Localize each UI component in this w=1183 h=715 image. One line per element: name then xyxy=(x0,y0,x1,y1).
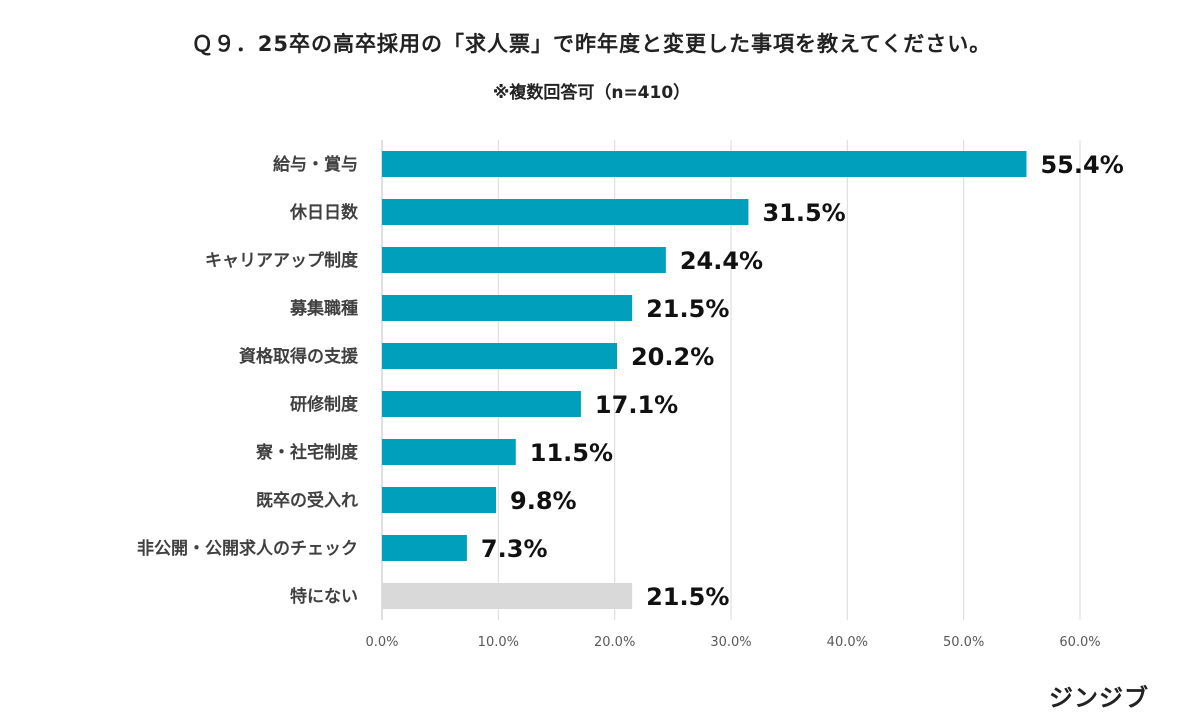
bar xyxy=(382,391,581,417)
value-label: 7.3% xyxy=(481,535,548,563)
value-label: 24.4% xyxy=(680,247,763,275)
category-label: キャリアアップ制度 xyxy=(205,250,359,271)
bar xyxy=(382,151,1027,177)
value-label: 9.8% xyxy=(510,487,577,515)
bar xyxy=(382,199,749,225)
brand-logo-text: ジンジブ xyxy=(1049,684,1149,712)
category-label: 寮・社宅制度 xyxy=(255,442,359,463)
chart-title: Ｑ９．25卒の高卒採用の「求人票」で昨年度と変更した事項を教えてください。 xyxy=(191,32,992,56)
category-label: 非公開・公開求人のチェック xyxy=(137,538,358,559)
x-tick-label: 0.0% xyxy=(365,635,398,650)
x-tick-label: 40.0% xyxy=(827,635,868,650)
bar xyxy=(382,439,516,465)
x-tick-label: 20.0% xyxy=(594,635,635,650)
category-label: 資格取得の支援 xyxy=(239,346,359,367)
category-label: 研修制度 xyxy=(290,394,359,415)
value-label: 17.1% xyxy=(595,391,678,419)
bar xyxy=(382,295,633,321)
category-label: 特にない xyxy=(290,586,358,607)
x-tick-label: 30.0% xyxy=(710,635,751,650)
x-tick-label: 60.0% xyxy=(1059,635,1100,650)
value-label: 21.5% xyxy=(646,583,729,611)
bar xyxy=(382,535,467,561)
value-label: 11.5% xyxy=(530,439,613,467)
category-label: 休日日数 xyxy=(289,202,359,223)
value-label: 20.2% xyxy=(631,343,714,371)
value-label: 21.5% xyxy=(646,295,729,323)
bar xyxy=(382,247,666,273)
value-label: 55.4% xyxy=(1040,151,1123,179)
bar xyxy=(382,583,633,609)
x-tick-label: 10.0% xyxy=(478,635,519,650)
bar xyxy=(382,343,617,369)
x-tick-label: 50.0% xyxy=(943,635,984,650)
bar xyxy=(382,487,497,513)
category-label: 募集職種 xyxy=(289,298,358,319)
category-label: 給与・賞与 xyxy=(273,154,358,175)
chart-subtitle: ※複数回答可（n=410） xyxy=(492,83,691,103)
value-label: 31.5% xyxy=(762,199,845,227)
category-label: 既卒の受入れ xyxy=(256,490,358,511)
